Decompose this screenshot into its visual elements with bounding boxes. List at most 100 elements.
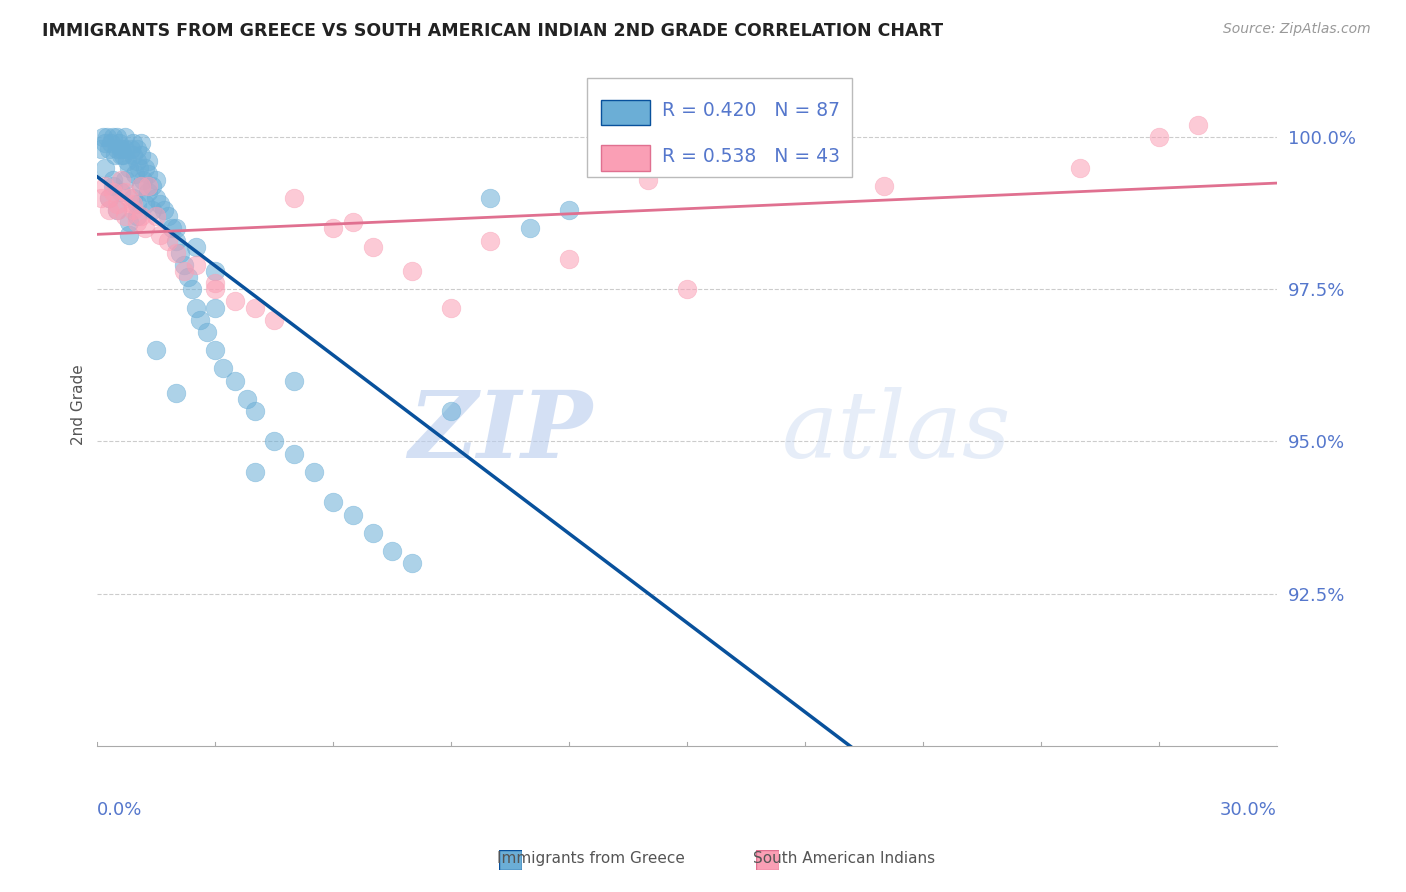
Point <box>263 312 285 326</box>
Point <box>138 154 160 169</box>
Point <box>94 178 117 193</box>
Point <box>204 276 226 290</box>
Text: ZIP: ZIP <box>409 387 593 477</box>
Point <box>120 142 142 156</box>
Point <box>149 197 172 211</box>
Point <box>94 136 117 151</box>
Point <box>361 240 384 254</box>
Point <box>283 374 305 388</box>
Point <box>1147 130 1170 145</box>
Point <box>177 270 200 285</box>
Point <box>145 343 167 358</box>
Point <box>114 185 136 199</box>
Point <box>243 404 266 418</box>
Point <box>149 227 172 242</box>
Point <box>105 130 128 145</box>
Point <box>212 361 235 376</box>
Point <box>91 130 114 145</box>
Point <box>110 185 132 199</box>
Point <box>124 167 146 181</box>
Point <box>129 178 152 193</box>
Text: 0.0%: 0.0% <box>97 801 143 819</box>
Point <box>160 221 183 235</box>
Point <box>558 252 581 266</box>
Point <box>104 148 127 162</box>
Point <box>188 312 211 326</box>
Point <box>121 197 143 211</box>
Point <box>519 221 541 235</box>
Point <box>173 258 195 272</box>
Point <box>131 172 153 186</box>
Point <box>263 434 285 449</box>
Point <box>173 264 195 278</box>
Point <box>283 447 305 461</box>
Point <box>110 172 132 186</box>
Point <box>115 154 138 169</box>
Point <box>129 148 152 162</box>
Bar <box>600 100 651 126</box>
Point <box>145 191 167 205</box>
Point <box>134 197 156 211</box>
Point <box>283 191 305 205</box>
Point <box>114 142 136 156</box>
Point <box>98 142 121 156</box>
Point <box>100 136 122 151</box>
Point <box>114 172 136 186</box>
Point <box>105 142 128 156</box>
Point <box>224 294 246 309</box>
Point <box>440 404 463 418</box>
Point <box>184 301 207 315</box>
Point <box>138 167 160 181</box>
Point <box>98 191 121 205</box>
Point <box>125 142 148 156</box>
Point <box>129 178 152 193</box>
Point <box>558 203 581 218</box>
Point <box>108 136 131 151</box>
Point <box>121 148 143 162</box>
Bar <box>600 145 651 171</box>
Point <box>101 130 124 145</box>
Text: Immigrants from Greece: Immigrants from Greece <box>496 851 685 865</box>
Point <box>98 191 121 205</box>
Point <box>125 154 148 169</box>
Point <box>105 203 128 218</box>
Point <box>204 282 226 296</box>
Point <box>114 130 136 145</box>
Point <box>118 215 141 229</box>
Point <box>184 240 207 254</box>
Point <box>872 178 894 193</box>
Y-axis label: 2nd Grade: 2nd Grade <box>72 365 86 445</box>
Point <box>184 258 207 272</box>
Point <box>141 178 163 193</box>
Text: Source: ZipAtlas.com: Source: ZipAtlas.com <box>1223 22 1371 37</box>
Point <box>302 465 325 479</box>
Point <box>118 191 141 205</box>
Point <box>96 130 118 145</box>
Point <box>121 191 143 205</box>
Text: R = 0.538   N = 43: R = 0.538 N = 43 <box>662 146 841 166</box>
Point <box>322 495 344 509</box>
Point <box>101 178 124 193</box>
Point <box>342 215 364 229</box>
Point <box>101 172 124 186</box>
Point <box>138 178 160 193</box>
Text: 30.0%: 30.0% <box>1220 801 1277 819</box>
Point <box>165 234 187 248</box>
Point <box>676 282 699 296</box>
Point <box>1187 118 1209 132</box>
Point <box>145 172 167 186</box>
Point <box>110 148 132 162</box>
Point <box>440 301 463 315</box>
Point <box>322 221 344 235</box>
Point <box>342 508 364 522</box>
Point <box>134 221 156 235</box>
Point <box>114 209 136 223</box>
Point <box>90 142 112 156</box>
Point <box>125 215 148 229</box>
Point <box>401 556 423 570</box>
Text: atlas: atlas <box>782 387 1011 477</box>
Point <box>165 385 187 400</box>
Point <box>165 245 187 260</box>
Point <box>479 191 502 205</box>
Point <box>401 264 423 278</box>
